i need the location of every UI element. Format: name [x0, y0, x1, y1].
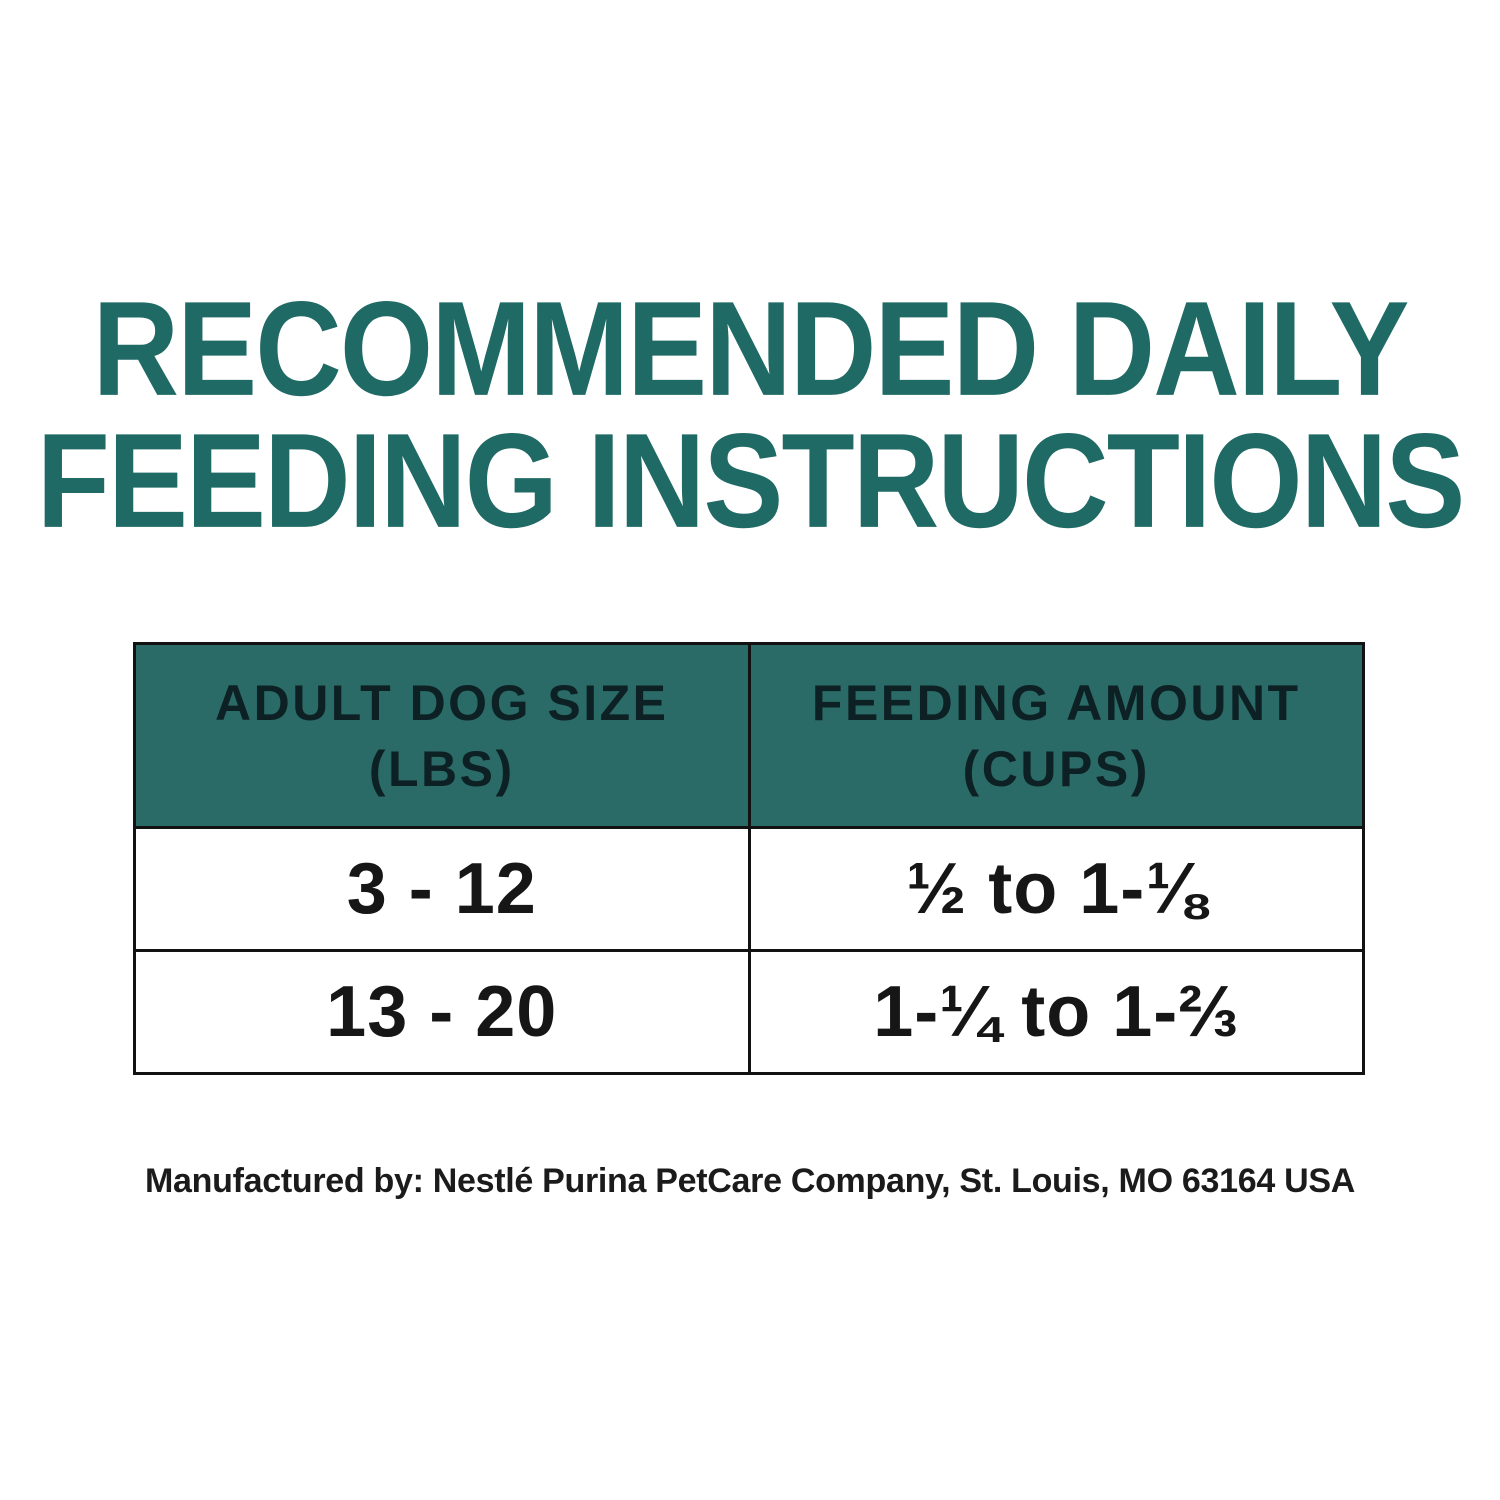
- title-line-1: RECOMMENDED DAILY: [92, 273, 1409, 425]
- header-label-feeding-amount: FEEDING AMOUNT: [811, 674, 1301, 731]
- page-title: RECOMMENDED DAILY FEEDING INSTRUCTIONS: [0, 280, 1500, 550]
- cell-dog-size-range-2: 13 - 20: [326, 972, 558, 1052]
- header-unit-lbs: (LBS): [368, 740, 515, 797]
- manufacturer-line: Manufactured by: Nestlé Purina PetCare C…: [145, 1162, 1355, 1200]
- header-cell-adult-dog-size: ADULT DOG SIZE (LBS): [136, 645, 748, 826]
- cell-dog-size-range-1: 3 - 12: [346, 849, 537, 929]
- header-label-dog-size: ADULT DOG SIZE: [214, 674, 669, 731]
- header-unit-cups: (CUPS): [962, 740, 1150, 797]
- feeding-table-header-row: ADULT DOG SIZE (LBS) FEEDING AMOUNT (CUP…: [136, 645, 1362, 826]
- title-line-2: FEEDING INSTRUCTIONS: [36, 406, 1466, 557]
- cell-feeding-amount-1: ½ to 1-⅛: [747, 829, 1363, 949]
- table-row-medium-dog: 13 - 20 1-¼ to 1-⅔: [136, 949, 1362, 1072]
- cell-feeding-amount-2: 1-¼ to 1-⅔: [747, 952, 1363, 1072]
- header-cell-feeding-amount: FEEDING AMOUNT (CUPS): [747, 645, 1363, 826]
- table-row-small-dog: 3 - 12 ½ to 1-⅛: [136, 826, 1362, 949]
- feeding-table: ADULT DOG SIZE (LBS) FEEDING AMOUNT (CUP…: [133, 642, 1365, 1075]
